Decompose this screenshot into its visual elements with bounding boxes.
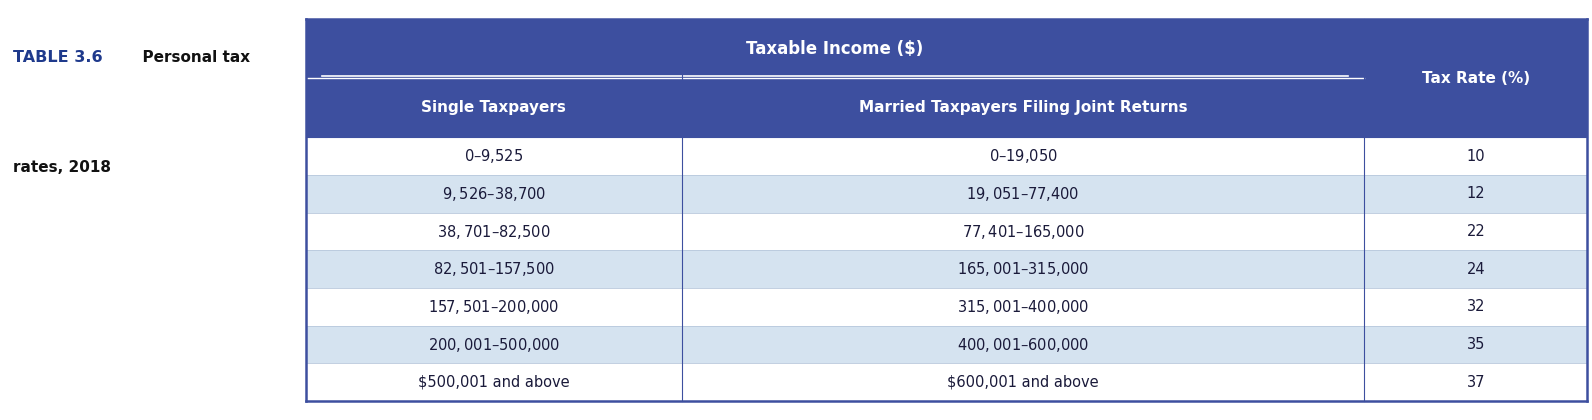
Text: $0–$19,050: $0–$19,050: [989, 147, 1057, 165]
Text: 24: 24: [1466, 262, 1485, 277]
Text: 12: 12: [1466, 186, 1485, 202]
Text: $500,001 and above: $500,001 and above: [419, 375, 570, 390]
Bar: [306, 213, 1587, 250]
Text: $165,001–$315,000: $165,001–$315,000: [957, 260, 1089, 278]
Text: Married Taxpayers Filing Joint Returns: Married Taxpayers Filing Joint Returns: [858, 100, 1188, 115]
Text: 37: 37: [1466, 375, 1485, 390]
Text: $0–$9,525: $0–$9,525: [465, 147, 524, 165]
Bar: [306, 137, 1587, 175]
Text: $315,001–$400,000: $315,001–$400,000: [957, 298, 1089, 316]
Text: 10: 10: [1466, 149, 1485, 164]
Text: TABLE 3.6: TABLE 3.6: [13, 50, 102, 66]
Text: rates, 2018: rates, 2018: [13, 160, 111, 175]
Bar: [306, 326, 1587, 363]
Text: 22: 22: [1466, 224, 1485, 239]
Text: $157,501–$200,000: $157,501–$200,000: [428, 298, 559, 316]
Text: $200,001–$500,000: $200,001–$500,000: [428, 336, 560, 354]
Bar: [306, 363, 1587, 401]
Text: Single Taxpayers: Single Taxpayers: [422, 100, 567, 115]
Bar: [306, 288, 1587, 326]
Text: $400,001–$600,000: $400,001–$600,000: [957, 336, 1089, 354]
Text: $600,001 and above: $600,001 and above: [947, 375, 1098, 390]
Text: 32: 32: [1466, 299, 1485, 315]
Text: $82,501–$157,500: $82,501–$157,500: [433, 260, 554, 278]
Text: $77,401–$165,000: $77,401–$165,000: [962, 223, 1084, 241]
Text: $38,701–$82,500: $38,701–$82,500: [436, 223, 551, 241]
Text: 35: 35: [1466, 337, 1485, 352]
Bar: [306, 19, 1587, 78]
Text: $19,051–$77,400: $19,051–$77,400: [966, 185, 1079, 203]
Text: Tax Rate (%): Tax Rate (%): [1422, 71, 1530, 86]
Text: Taxable Income ($): Taxable Income ($): [747, 39, 923, 58]
Bar: [306, 175, 1587, 213]
Text: Personal tax: Personal tax: [132, 50, 250, 66]
Bar: [306, 78, 1587, 137]
Text: $9,526–$38,700: $9,526–$38,700: [441, 185, 546, 203]
Bar: [306, 250, 1587, 288]
